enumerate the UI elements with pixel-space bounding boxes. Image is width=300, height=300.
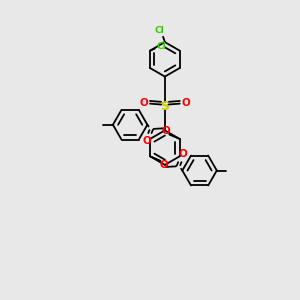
Text: O: O bbox=[140, 98, 148, 108]
Text: O: O bbox=[159, 160, 168, 170]
Text: S: S bbox=[160, 100, 169, 112]
Text: Cl: Cl bbox=[156, 42, 166, 51]
Text: O: O bbox=[181, 98, 190, 108]
Text: O: O bbox=[178, 149, 187, 160]
Text: Cl: Cl bbox=[154, 26, 164, 35]
Text: O: O bbox=[142, 136, 151, 146]
Text: O: O bbox=[162, 126, 170, 136]
